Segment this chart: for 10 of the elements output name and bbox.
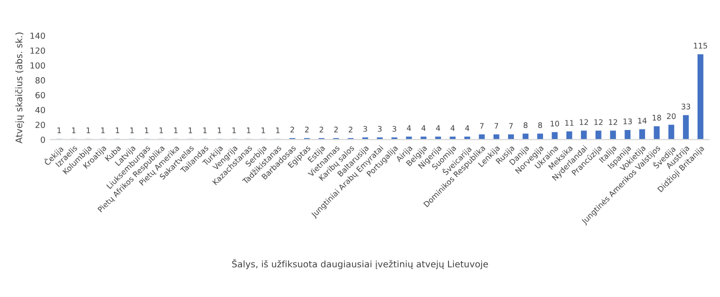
y-tick-label: 60 [36, 92, 45, 98]
y-tick-label: 40 [35, 106, 45, 114]
y-tick-label: 140 [30, 32, 45, 39]
y-tick-label: 120 [30, 47, 45, 54]
y-tick-label: 20 [36, 122, 45, 128]
x-axis-title: Šalys, iš užfiksuota daugiausiai įvežtinių atvejų Lietuvoje [232, 258, 488, 270]
y-axis-title: Atvejų skaičius (abs. sk.) [14, 32, 24, 144]
y-tick-label: 0 [40, 136, 45, 143]
y-tick-label: 100 [30, 62, 45, 69]
y-tick-label: 80 [36, 77, 45, 84]
